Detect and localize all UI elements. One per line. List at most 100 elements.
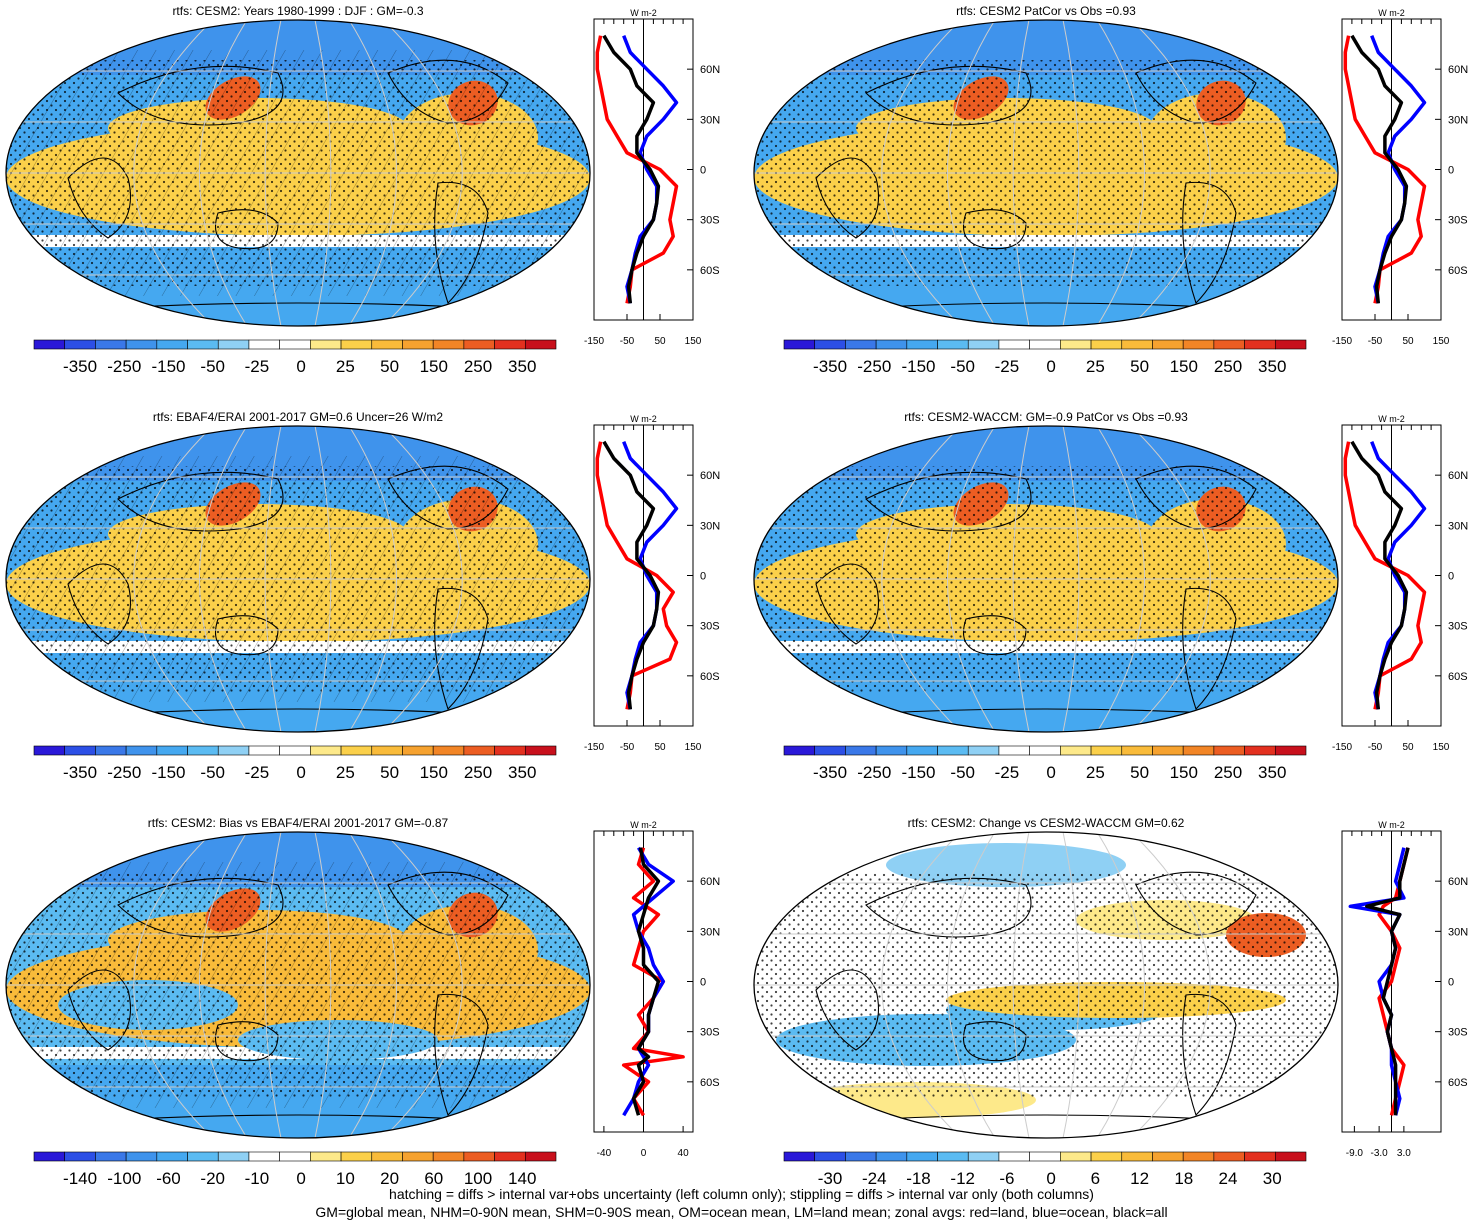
zonal-line-land — [1377, 847, 1410, 1116]
colorbar-label: -50 — [950, 763, 975, 782]
colorbar-box — [845, 1151, 877, 1162]
zonal-ytick-label: 60N — [700, 64, 720, 76]
colorbar-label: 25 — [336, 763, 355, 782]
panel-title: rtfs: EBAF4/ERAI 2001-2017 GM=0.6 Uncer=… — [153, 410, 443, 424]
panel-6: rtfs: CESM2: Change vs CESM2-WACCM GM=0.… — [753, 816, 1468, 1188]
colorbar-box — [217, 745, 250, 756]
continent-outline — [117, 877, 284, 938]
map-field — [754, 426, 1338, 732]
continent-outline — [214, 1021, 279, 1062]
colorbar-label: -250 — [857, 357, 891, 376]
zonal-ytick-label: 0 — [1448, 977, 1454, 989]
zonal-xtick-label: -50 — [1368, 742, 1383, 753]
panel-4: rtfs: CESM2-WACCM: GM=-0.9 PatCor vs Obs… — [753, 410, 1468, 782]
continent-outline — [815, 969, 880, 1051]
colorbar-box — [95, 339, 127, 350]
colorbar-label: -18 — [906, 1169, 931, 1188]
zonal-unit: W m-2 — [630, 820, 657, 830]
graticule-lon — [1130, 426, 1211, 732]
continent-outline — [815, 563, 880, 645]
colorbar-label: -350 — [63, 357, 97, 376]
colorbar-box — [906, 745, 938, 756]
colorbar-box — [1182, 339, 1215, 350]
colorbar-box — [463, 745, 495, 756]
zonal-ytick-label: 30S — [700, 215, 720, 227]
colorbar-box — [1029, 339, 1061, 350]
colorbar-label: 50 — [1130, 357, 1149, 376]
colorbar-box — [95, 1151, 127, 1162]
colorbar-label: -140 — [63, 1169, 97, 1188]
zonal-xtick-label: 50 — [654, 742, 666, 753]
panel-1: rtfs: CESM2: Years 1980-1999 : DJF : GM=… — [5, 4, 720, 376]
continent-outline — [117, 65, 284, 126]
continent-outline — [865, 471, 1032, 532]
panel-5: rtfs: CESM2: Bias vs EBAF4/ERAI 2001-201… — [5, 816, 720, 1188]
zonal-ytick-label: 30S — [1448, 215, 1468, 227]
zonal-xtick-label: 150 — [685, 742, 702, 753]
panel-title: rtfs: CESM2: Change vs CESM2-WACCM GM=0.… — [908, 816, 1185, 830]
continent-outline — [117, 471, 284, 532]
continent-outline — [1135, 871, 1257, 936]
colorbar-box — [1029, 1151, 1061, 1162]
graticule-lon — [199, 426, 248, 732]
colorbar-box — [998, 1151, 1030, 1162]
zonal-ytick-label: 60S — [1448, 265, 1468, 277]
continent-outline — [387, 871, 509, 936]
colorbar-box — [1244, 1151, 1276, 1162]
continent-outline — [214, 209, 279, 250]
colorbar-box — [402, 745, 434, 756]
colorbar-box — [1244, 745, 1276, 756]
colorbar-label: 0 — [1046, 357, 1055, 376]
colorbar-box — [156, 1151, 188, 1162]
colorbar-box — [783, 339, 816, 350]
colorbar-box — [1090, 339, 1123, 350]
colorbar-box — [967, 339, 1000, 350]
colorbar-box — [187, 1151, 219, 1162]
colorbar-label: -150 — [151, 357, 185, 376]
zonal-ytick-label: 60N — [700, 470, 720, 482]
zonal-xtick-label: 150 — [1433, 336, 1450, 347]
zonal-ytick-label: 30N — [700, 520, 720, 532]
zonal-ytick-label: 0 — [700, 977, 706, 989]
zonal-line-land — [1343, 441, 1427, 710]
zonal-line-all — [1350, 34, 1409, 304]
colorbar-label: -12 — [950, 1169, 975, 1188]
colorbar-box — [875, 745, 908, 756]
zonal-xtick-label: -9.0 — [1346, 1148, 1364, 1159]
colorbar-box — [875, 339, 908, 350]
continent-outline — [67, 969, 132, 1051]
colorbar-box — [967, 745, 1000, 756]
zonal-line-land — [595, 441, 679, 710]
colorbar-box — [1090, 745, 1123, 756]
colorbar-label: 25 — [336, 357, 355, 376]
colorbar-box — [1152, 1151, 1184, 1162]
colorbar-box — [248, 339, 280, 350]
zonal-ytick-label: 0 — [1448, 571, 1454, 583]
graticule-lon — [947, 832, 996, 1138]
colorbar-box — [783, 1151, 816, 1162]
colorbar-box — [845, 745, 877, 756]
zonal-xtick-label: 40 — [678, 1148, 690, 1159]
zonal-line-land — [595, 35, 679, 304]
map-border — [5, 425, 591, 733]
colorbar-box — [279, 339, 311, 350]
continent-outline — [962, 209, 1027, 250]
colorbar-label: 25 — [1086, 763, 1105, 782]
zonal-line-all — [602, 34, 661, 304]
colorbar-box — [998, 339, 1030, 350]
panel-3: rtfs: EBAF4/ERAI 2001-2017 GM=0.6 Uncer=… — [5, 410, 720, 782]
zonal-line-all — [1350, 440, 1409, 710]
zonal-ytick-label: 0 — [1448, 165, 1454, 177]
panel-title: rtfs: CESM2: Bias vs EBAF4/ERAI 2001-201… — [148, 816, 449, 830]
colorbar-label: 250 — [464, 357, 492, 376]
colorbar-box — [156, 745, 188, 756]
colorbar-label: 0 — [296, 1169, 305, 1188]
colorbar-box — [1182, 1151, 1215, 1162]
panel-title: rtfs: CESM2: Years 1980-1999 : DJF : GM=… — [172, 4, 423, 18]
graticule-lon — [264, 426, 282, 732]
colorbar-label: 250 — [1214, 357, 1242, 376]
graticule-lon — [881, 832, 962, 1138]
map-border — [753, 831, 1339, 1139]
colorbar-box — [340, 745, 373, 756]
